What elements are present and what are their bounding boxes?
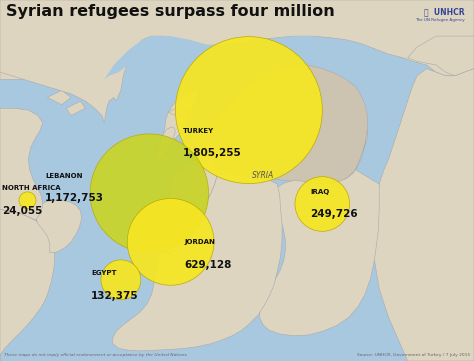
Polygon shape xyxy=(374,69,474,361)
Polygon shape xyxy=(0,209,55,361)
Polygon shape xyxy=(159,157,217,253)
Polygon shape xyxy=(197,65,367,184)
Ellipse shape xyxy=(295,177,350,231)
Text: Source: UNHCR, Government of Turkey / 7 July 2015: Source: UNHCR, Government of Turkey / 7 … xyxy=(357,353,470,357)
Polygon shape xyxy=(0,108,43,220)
Text: 1,172,753: 1,172,753 xyxy=(45,193,104,203)
Text: 24,055: 24,055 xyxy=(2,206,43,216)
Text: 1,805,255: 1,805,255 xyxy=(182,148,241,158)
Text: Ⓝ  UNHCR: Ⓝ UNHCR xyxy=(424,7,465,16)
Text: NORTH AFRICA: NORTH AFRICA xyxy=(2,185,61,191)
Polygon shape xyxy=(137,253,157,283)
Text: 629,128: 629,128 xyxy=(185,260,232,270)
Ellipse shape xyxy=(101,260,141,300)
Polygon shape xyxy=(0,0,95,79)
Polygon shape xyxy=(260,130,379,336)
Text: 249,726: 249,726 xyxy=(310,209,358,219)
Text: These maps do not imply official endorsement or acceptance by the United Nations: These maps do not imply official endorse… xyxy=(4,353,187,357)
Ellipse shape xyxy=(90,134,209,252)
Polygon shape xyxy=(104,36,332,79)
Polygon shape xyxy=(168,108,189,116)
Ellipse shape xyxy=(19,192,36,209)
Polygon shape xyxy=(36,200,82,253)
Polygon shape xyxy=(113,168,282,351)
Text: Syrian refugees surpass four million: Syrian refugees surpass four million xyxy=(6,4,335,19)
Text: The UN Refugee Agency: The UN Refugee Agency xyxy=(415,18,465,22)
Text: IRAQ: IRAQ xyxy=(310,189,330,195)
Text: JORDAN: JORDAN xyxy=(185,239,216,245)
Polygon shape xyxy=(66,101,85,116)
Polygon shape xyxy=(47,90,71,105)
Text: LEBANON: LEBANON xyxy=(45,173,82,179)
Text: SYRIA: SYRIA xyxy=(252,171,274,179)
Polygon shape xyxy=(156,127,175,160)
Polygon shape xyxy=(0,0,474,123)
Ellipse shape xyxy=(175,36,322,184)
Text: TURKEY: TURKEY xyxy=(182,127,214,134)
Polygon shape xyxy=(408,36,474,76)
Text: EGYPT: EGYPT xyxy=(91,270,117,276)
Ellipse shape xyxy=(127,199,214,285)
Text: 132,375: 132,375 xyxy=(91,291,138,301)
Polygon shape xyxy=(156,91,199,148)
